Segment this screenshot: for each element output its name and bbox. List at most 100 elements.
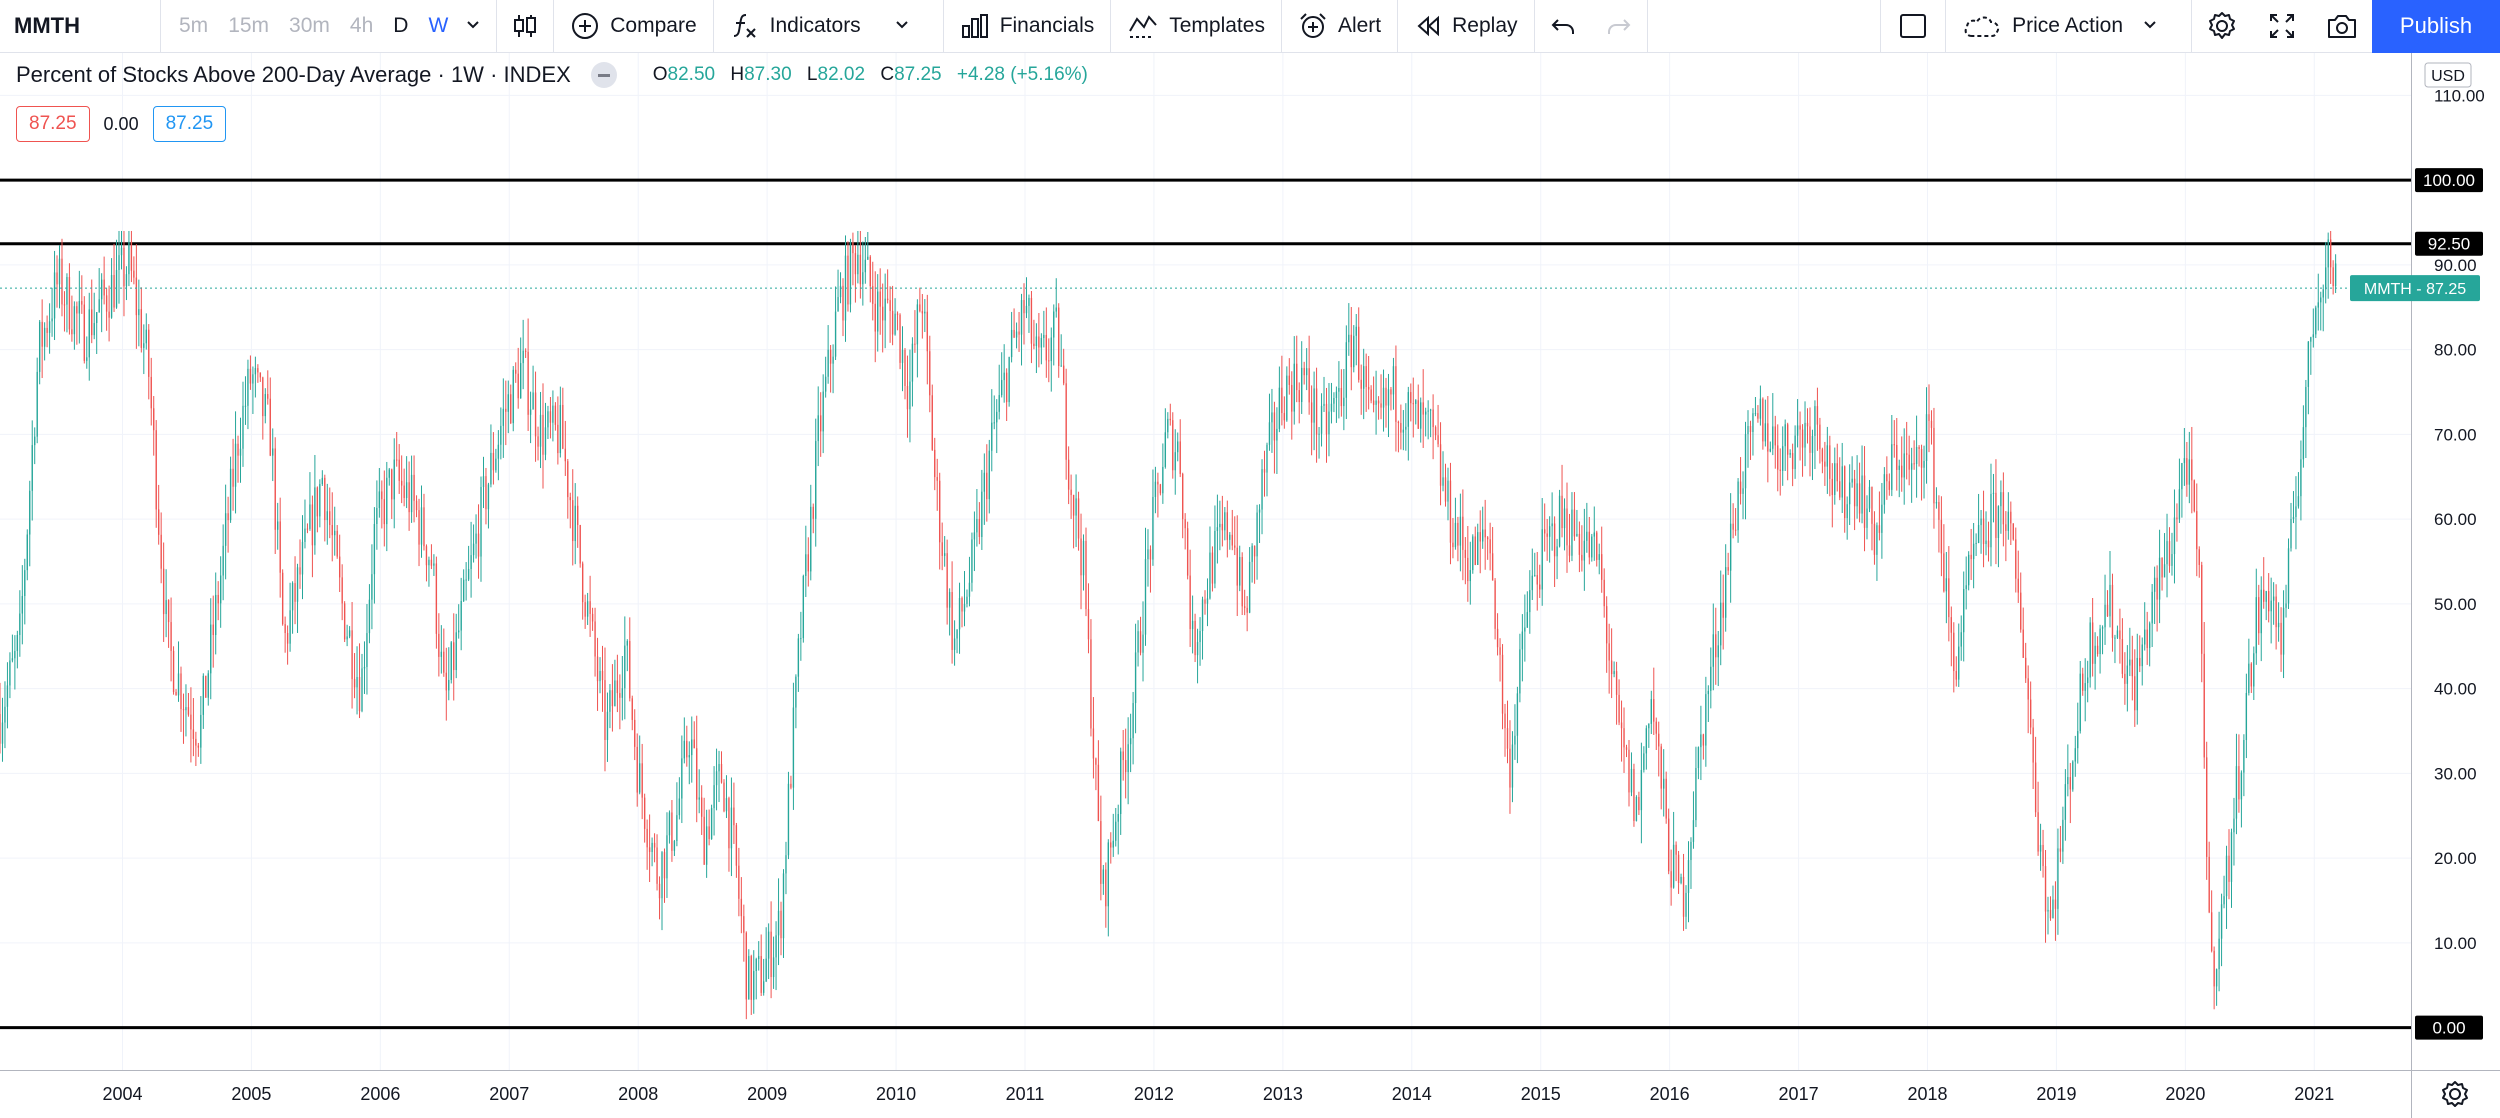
candle-body: [1583, 540, 1586, 561]
candle-body: [2072, 761, 2074, 790]
interval-w[interactable]: W: [428, 14, 449, 37]
candle-body: [1276, 428, 1278, 441]
candle-body: [810, 506, 812, 572]
candle-body: [1950, 617, 1952, 633]
candle-body: [450, 642, 452, 680]
candle-body: [924, 311, 926, 314]
interval-4h[interactable]: 4h: [349, 14, 374, 37]
interval-15m[interactable]: 15m: [228, 14, 270, 37]
candle-body: [158, 509, 160, 535]
candle-body: [448, 679, 450, 691]
fullscreen-button[interactable]: [2252, 0, 2312, 53]
gear-icon-core: [2449, 1088, 2461, 1100]
candle-body: [2096, 645, 2099, 655]
legend-collapse-button[interactable]: [590, 62, 617, 88]
axis-settings-gear-icon[interactable]: [2442, 1081, 2468, 1107]
fullscreen-layout-button[interactable]: [1881, 0, 1945, 53]
candle-body: [1360, 379, 1362, 389]
candle-body: [396, 459, 398, 461]
publish-button[interactable]: Publish: [2372, 0, 2500, 53]
interval-chevron-down-icon[interactable]: [458, 17, 488, 35]
candle-body: [2104, 604, 2106, 628]
chart-type-button[interactable]: [497, 0, 553, 53]
candle-body: [2228, 855, 2230, 882]
alert-label: Alert: [1337, 14, 1382, 37]
candle-body: [1159, 484, 1162, 494]
candle-body: [1702, 734, 1705, 746]
layout-button[interactable]: Price Action: [1946, 0, 2191, 53]
candle-body: [507, 394, 509, 412]
candle-body: [2176, 517, 2178, 520]
redo-button[interactable]: [1591, 0, 1647, 53]
candle-body: [1591, 536, 1593, 558]
candle-body: [1648, 723, 1650, 729]
candle-body: [1422, 402, 1424, 415]
candle-body: [502, 408, 505, 426]
candle-body: [730, 807, 733, 849]
interval-5m[interactable]: 5m: [179, 14, 209, 37]
candle-body: [534, 392, 537, 437]
legend-title[interactable]: Percent of Stocks Above 200-Day Average …: [16, 62, 571, 87]
candle-body: [113, 274, 115, 308]
candle-body: [472, 543, 475, 556]
candle-body: [772, 957, 775, 978]
interval-30m[interactable]: 30m: [289, 14, 330, 37]
candle-body: [1625, 747, 1628, 750]
candle-body: [2310, 337, 2312, 342]
indicators-chevron-down-icon[interactable]: [887, 17, 927, 35]
candle-body: [859, 254, 862, 285]
candle-body: [212, 624, 214, 636]
candle-body: [192, 729, 195, 739]
replay-button[interactable]: Replay: [1398, 0, 1533, 53]
financials-button[interactable]: Financials: [944, 0, 1111, 53]
interval-d[interactable]: D: [393, 14, 409, 37]
candle-body: [1335, 391, 1338, 399]
candle-body: [1367, 386, 1370, 390]
candle-body: [1268, 422, 1271, 445]
candle-body: [24, 570, 26, 597]
undo-button[interactable]: [1535, 0, 1591, 53]
candle-body: [505, 408, 507, 412]
candle-body: [688, 755, 690, 758]
candle-body: [1834, 463, 1836, 495]
candle-body: [2196, 511, 2198, 550]
candle-body: [901, 349, 904, 363]
candle-body: [629, 641, 631, 699]
candle-body: [4, 706, 6, 723]
gear-icon-ring: [2442, 1081, 2468, 1107]
candle-body: [1737, 481, 1739, 531]
snapshot-button[interactable]: [2312, 0, 2372, 53]
candle-body: [1447, 480, 1449, 502]
toolbar-divider: [1280, 0, 1282, 53]
layout-chevron-down-icon[interactable]: [2135, 17, 2175, 35]
candle-body: [1777, 445, 1779, 470]
candle-body: [584, 602, 586, 617]
symbol-search[interactable]: MMTH: [0, 0, 160, 53]
candle-body: [2290, 519, 2292, 549]
settings-button[interactable]: [2192, 0, 2252, 53]
candle-body: [758, 956, 760, 960]
candle-body: [643, 797, 646, 829]
candle-body: [1861, 475, 1863, 514]
candle-body: [1040, 338, 1043, 348]
candle-body: [1831, 478, 1833, 495]
candle-body: [393, 459, 395, 500]
candle-body: [1271, 412, 1273, 423]
candle-body: [71, 329, 73, 335]
candle-body: [2158, 557, 2161, 600]
templates-button[interactable]: Templates: [1111, 0, 1281, 53]
candle-body: [123, 247, 125, 287]
candle-body: [1623, 728, 1625, 748]
indicators-button[interactable]: Indicators: [714, 0, 943, 53]
candle-body: [1536, 575, 1538, 585]
candle-body: [862, 272, 864, 285]
alert-button[interactable]: Alert: [1282, 0, 1397, 53]
candle-body: [1596, 532, 1598, 560]
price-chart[interactable]: USD 10.00 20.00 30.00 40.00 50.00 60.00 70.00 80…: [0, 53, 2500, 1118]
candle-body: [1524, 627, 1526, 632]
candle-body: [105, 295, 108, 312]
close-value: 87.25: [894, 64, 942, 85]
candle-body: [867, 256, 869, 260]
candle-body: [1139, 631, 1142, 653]
compare-button[interactable]: Compare: [554, 0, 712, 53]
